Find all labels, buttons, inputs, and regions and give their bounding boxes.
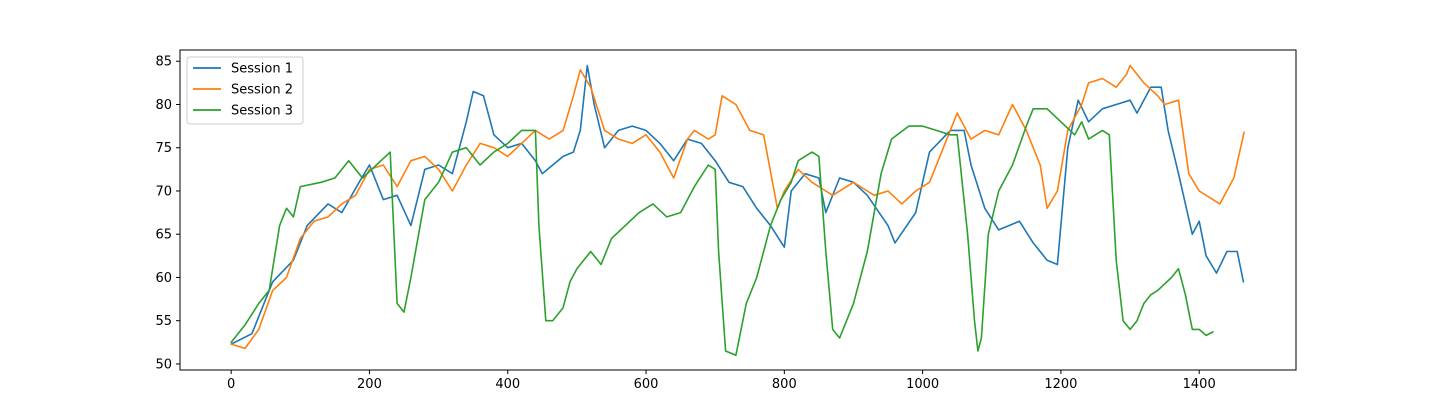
x-tick-label: 1000 (906, 377, 939, 392)
legend-label-1: Session 1 (231, 62, 293, 77)
x-tick-label: 1400 (1183, 377, 1216, 392)
plot-frame (179, 49, 1297, 371)
x-axis: 0 200 400 600 800 1000 1200 1400 (227, 370, 1216, 392)
series-line-2 (230, 64, 1245, 350)
y-tick-label: 70 (155, 184, 172, 199)
x-tick-label: 800 (772, 377, 797, 392)
series-line-1 (230, 64, 1245, 345)
y-tick-label: 60 (155, 271, 172, 286)
y-tick-label: 55 (155, 314, 172, 329)
x-tick-label: 600 (634, 377, 659, 392)
x-tick-label: 400 (495, 377, 520, 392)
y-tick-label: 80 (155, 98, 172, 113)
series-line-3 (230, 108, 1214, 357)
legend-label-3: Session 3 (231, 104, 293, 119)
y-tick-label: 50 (155, 357, 172, 372)
legend: Session 1 Session 2 Session 3 (186, 56, 304, 125)
x-tick-label: 0 (227, 377, 235, 392)
legend-label-2: Session 2 (231, 83, 293, 98)
x-tick-label: 1200 (1044, 377, 1077, 392)
plot-lines (230, 64, 1245, 357)
y-tick-label: 75 (155, 141, 172, 156)
y-axis: 50 55 60 65 70 75 80 85 (155, 55, 180, 372)
legend-box (186, 56, 304, 125)
y-tick-label: 85 (155, 55, 172, 70)
x-tick-label: 200 (357, 377, 382, 392)
y-tick-label: 65 (155, 228, 172, 243)
